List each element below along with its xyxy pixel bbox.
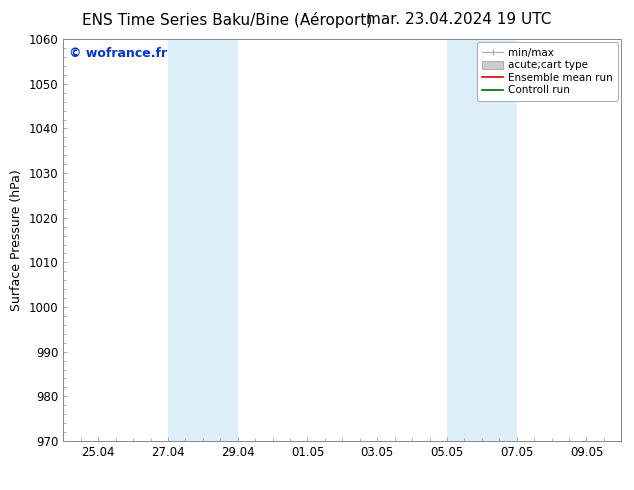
Bar — [447, 39, 517, 441]
Text: ENS Time Series Baku/Bine (Aéroport): ENS Time Series Baku/Bine (Aéroport) — [82, 12, 373, 28]
Text: mar. 23.04.2024 19 UTC: mar. 23.04.2024 19 UTC — [366, 12, 552, 27]
Bar — [168, 39, 238, 441]
Legend: min/max, acute;cart type, Ensemble mean run, Controll run: min/max, acute;cart type, Ensemble mean … — [477, 42, 618, 100]
Text: © wofrance.fr: © wofrance.fr — [69, 47, 167, 60]
Y-axis label: Surface Pressure (hPa): Surface Pressure (hPa) — [10, 169, 23, 311]
